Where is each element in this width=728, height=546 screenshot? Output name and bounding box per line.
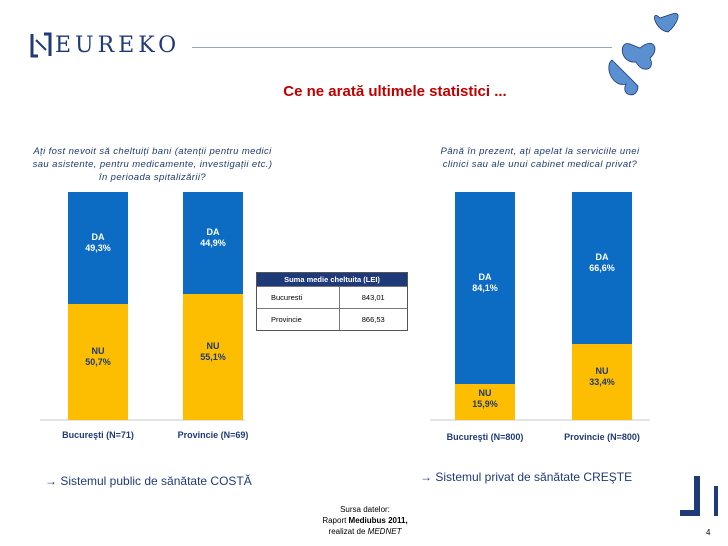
source-line2: Raport Mediubus 2011, xyxy=(300,515,430,526)
data-label: DA 49,3% xyxy=(68,232,128,254)
source-by: realizat de xyxy=(328,527,368,536)
series-name: DA xyxy=(595,251,609,262)
data-label: NU 33,4% xyxy=(572,366,632,388)
bar-segment-da: DA 44,9% xyxy=(183,192,243,295)
x-tick-label: Provincie (N=800) xyxy=(564,432,640,442)
value-label: 84,1% xyxy=(472,282,498,293)
value-label: 55,1% xyxy=(200,352,226,363)
page-title: Ce ne arată ultimele statistici ... xyxy=(283,83,507,100)
table-cell-label: Provincie xyxy=(271,315,302,324)
table-cell-value: 843,01 xyxy=(338,287,408,308)
series-name: DA xyxy=(206,227,220,238)
header-rule xyxy=(192,47,612,48)
x-tick-label: Bucureşti (N=71) xyxy=(62,430,134,440)
data-label: NU 15,9% xyxy=(455,388,515,410)
data-label: NU 55,1% xyxy=(183,341,243,363)
bar-segment-nu: NU 50,7% xyxy=(68,304,128,420)
value-label: 15,9% xyxy=(472,398,498,409)
bar-segment-da: DA 84,1% xyxy=(455,192,515,384)
source-note: Sursa datelor: Raport Mediubus 2011, rea… xyxy=(300,504,430,537)
series-name: NU xyxy=(91,346,105,357)
data-label: DA 44,9% xyxy=(183,227,243,249)
series-name: NU xyxy=(595,365,609,376)
table-row: Provincie 866,53 xyxy=(257,308,407,330)
bar-segment-nu: NU 55,1% xyxy=(183,294,243,420)
spending-table: Suma medie cheltuita (LEI) Bucuresti 843… xyxy=(256,272,408,331)
bar-segment-nu: NU 15,9% xyxy=(455,383,515,420)
logo-mark xyxy=(30,32,52,58)
source-line1: Sursa datelor: xyxy=(340,505,390,514)
table-cell-label: Bucuresti xyxy=(271,293,303,302)
value-label: 50,7% xyxy=(85,357,111,368)
x-tick-label: Bucureşti (N=800) xyxy=(446,432,524,442)
chart1-question: Ați fost nevoit să cheltuiți bani (atenț… xyxy=(32,146,273,183)
value-label: 49,3% xyxy=(85,243,111,254)
table-row: Bucuresti 843,01 xyxy=(257,286,407,308)
value-label: 66,6% xyxy=(589,262,615,273)
source-line3: realizat de MEDNET xyxy=(300,526,430,537)
chart2-question: Până în prezent, ați apelat la serviciil… xyxy=(440,146,640,170)
butterfly-icon xyxy=(608,12,679,96)
page-number: 4 xyxy=(706,528,711,537)
x-tick-label: Provincie (N=69) xyxy=(177,430,249,440)
conclusion-left: → Sistemul public de sănătate COSTĂ xyxy=(45,474,252,488)
source-author: MEDNET xyxy=(367,527,402,536)
bar-segment-nu: NU 33,4% xyxy=(572,343,632,420)
source-prefix: Raport xyxy=(322,516,349,525)
conclusion-right: → Sistemul privat de sănătate CREŞTE xyxy=(420,470,633,484)
value-label: 33,4% xyxy=(589,376,615,387)
bar-segment-da: DA 49,3% xyxy=(68,192,128,305)
value-label: 44,9% xyxy=(200,238,226,249)
source-report: Mediubus 2011, xyxy=(348,516,408,525)
series-name: NU xyxy=(478,387,492,398)
bar-segment-da: DA 66,6% xyxy=(572,192,632,344)
data-label: DA 66,6% xyxy=(572,252,632,274)
data-label: DA 84,1% xyxy=(455,272,515,294)
series-name: NU xyxy=(206,341,220,352)
logo-text: EUREKO xyxy=(55,33,181,58)
data-label: NU 50,7% xyxy=(68,346,128,368)
table-header: Suma medie cheltuita (LEI) xyxy=(257,273,407,286)
corner-bracket xyxy=(680,476,718,516)
series-name: DA xyxy=(91,232,105,243)
table-cell-value: 866,53 xyxy=(338,309,408,330)
series-name: DA xyxy=(478,271,492,282)
